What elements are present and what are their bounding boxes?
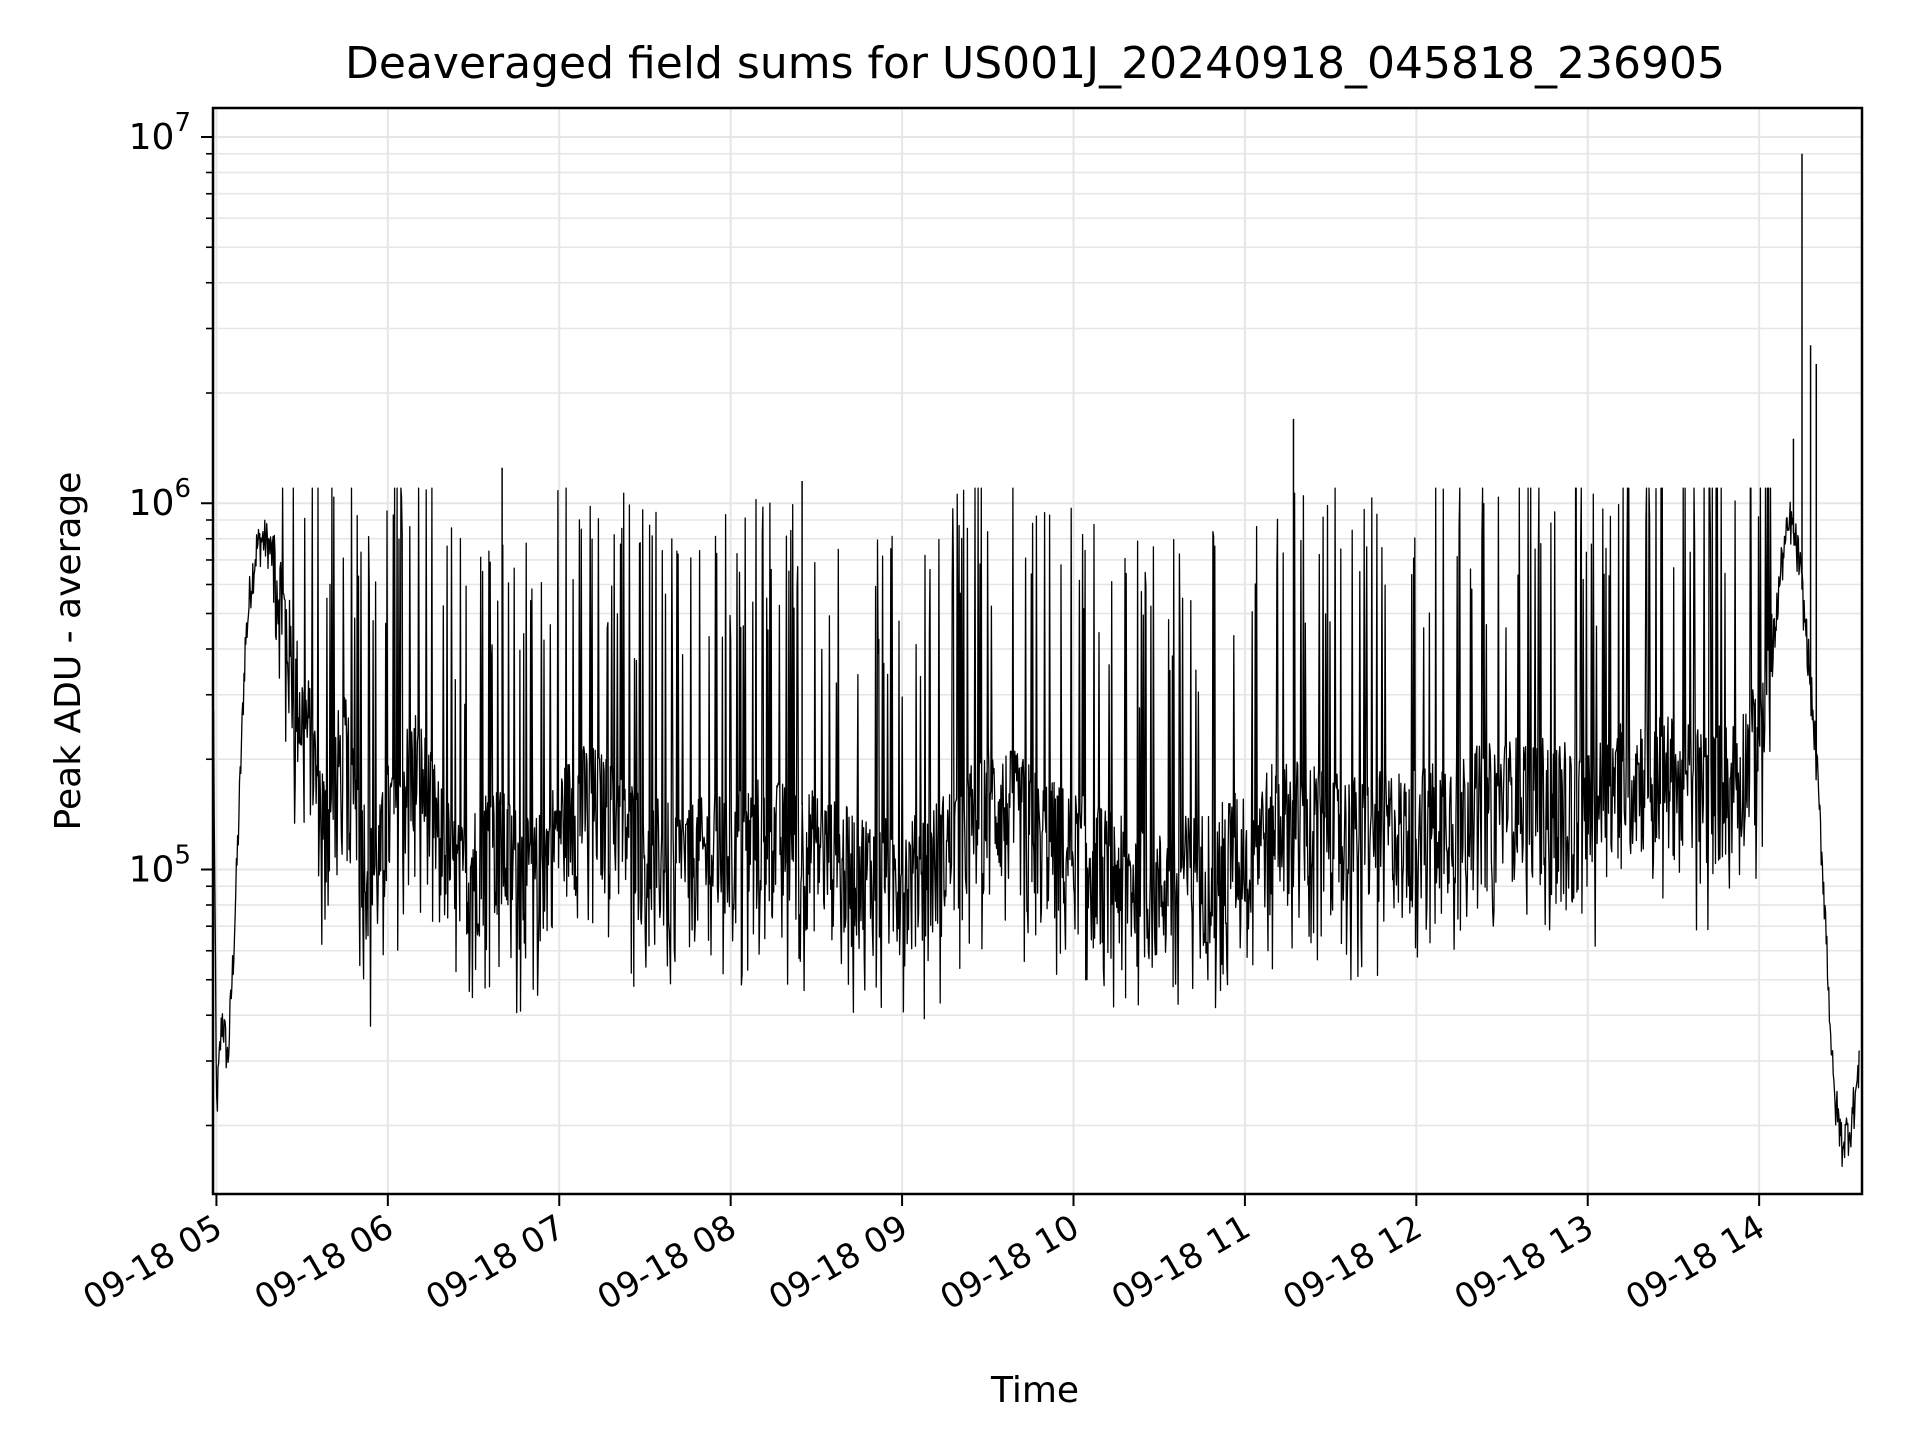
x-tick-label: 09-18 06 — [248, 1207, 400, 1318]
x-axis-title: Time — [990, 1370, 1079, 1411]
x-tick-label: 09-18 07 — [419, 1207, 571, 1318]
y-tick-label: 105 — [129, 840, 191, 890]
y-tick-label: 106 — [129, 474, 191, 524]
x-tick-label: 09-18 11 — [1105, 1207, 1257, 1318]
x-axis: 09-18 05 09-18 06 09-18 07 09-18 08 09-18 09… — [77, 1194, 1772, 1318]
x-tick-label: 09-18 10 — [934, 1207, 1086, 1318]
x-tick-label: 09-18 08 — [591, 1207, 743, 1318]
y-axis-title: Peak ADU - average — [48, 472, 89, 831]
y-tick-label: 107 — [129, 108, 191, 158]
y-axis: 105 106 107 — [129, 108, 213, 1127]
x-tick-label: 09-18 05 — [77, 1207, 229, 1318]
x-tick-label: 09-18 09 — [762, 1207, 914, 1318]
chart-title: Deaveraged field sums for US001J_2024091… — [345, 38, 1725, 89]
series-line — [212, 487, 1860, 1168]
series-group — [212, 153, 1860, 1168]
plot-area-frame — [211, 106, 1864, 1196]
x-tick-label: 09-18 13 — [1448, 1207, 1600, 1318]
x-tick-label: 09-18 12 — [1276, 1207, 1428, 1318]
x-tick-label: 09-18 14 — [1619, 1207, 1771, 1318]
